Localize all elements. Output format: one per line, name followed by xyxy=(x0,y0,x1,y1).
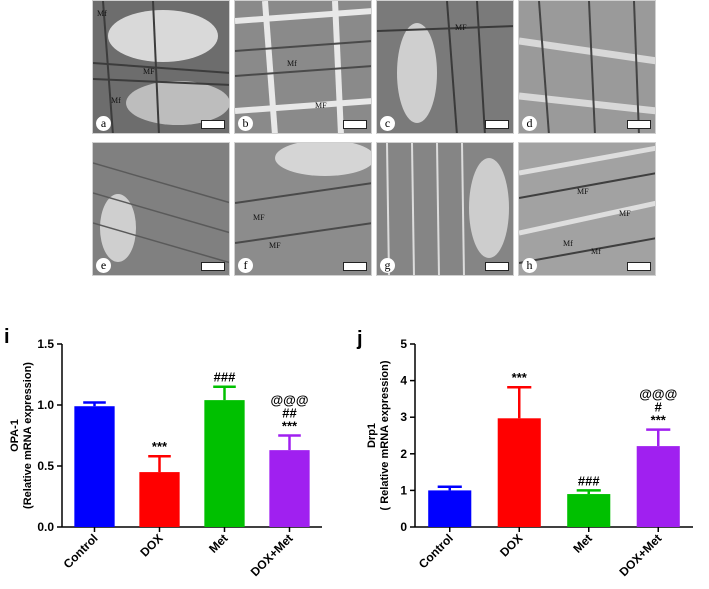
bar xyxy=(567,494,611,527)
scale-bar xyxy=(627,262,651,271)
y-tick-label: 5 xyxy=(400,337,407,351)
scale-bar xyxy=(485,262,509,271)
micrograph-d: d xyxy=(518,0,656,134)
significance-label: ### xyxy=(214,370,236,385)
significance-label: # xyxy=(655,400,663,415)
tile-label: MF xyxy=(619,209,631,218)
micrograph-grid: Mf MF Mf a Mf MF b MF c d xyxy=(92,0,706,277)
tile-label: MF xyxy=(143,67,155,76)
bar xyxy=(497,418,541,527)
significance-label: ### xyxy=(578,473,600,488)
x-tick-label: DOX xyxy=(137,531,165,559)
tile-letter: c xyxy=(380,116,395,131)
micrograph-h: MF MF Mf Mf h xyxy=(518,142,656,276)
tile-label: Mf xyxy=(287,59,297,68)
chart-i: 0.0 0.5 1.0 1.5 OPA-1 (Relative mRNA expressi… xyxy=(0,330,340,589)
significance-label: *** xyxy=(152,439,168,454)
chart-j: 0 1 2 3 4 5 Drp1( Relative mRNA expression) Con… xyxy=(355,330,709,589)
y-tick-label: 3 xyxy=(400,410,407,424)
y-tick-label: 0.5 xyxy=(37,459,54,473)
bar xyxy=(74,406,115,527)
panel-letter-j: j xyxy=(357,328,363,350)
y-tick-label: 4 xyxy=(400,374,407,388)
micrograph-f: MF MF f xyxy=(234,142,372,276)
tile-letter: a xyxy=(96,116,111,131)
bar xyxy=(269,450,310,527)
tile-label: Mf xyxy=(111,96,121,105)
y-tick-label: 1.5 xyxy=(37,337,54,351)
x-tick-label: DOX xyxy=(497,531,525,559)
y-axis-subtitle: ( Relative mRNA expression) xyxy=(379,360,391,510)
x-tick-label: Met xyxy=(570,531,595,556)
tile-label: MF xyxy=(455,23,467,32)
scale-bar xyxy=(627,120,651,129)
bar xyxy=(204,400,245,527)
tile-label: Mf xyxy=(563,239,573,248)
tile-label: MF xyxy=(577,187,589,196)
y-tick-label: 2 xyxy=(400,447,407,461)
x-tick-label: Control xyxy=(416,531,456,571)
y-tick-label: 0.0 xyxy=(37,520,54,534)
x-tick-label: Met xyxy=(206,531,231,556)
y-tick-label: 1.0 xyxy=(37,398,54,412)
significance-label: ## xyxy=(282,406,297,421)
micrograph-a: Mf MF Mf a xyxy=(92,0,230,134)
scale-bar xyxy=(343,120,367,129)
y-tick-label: 1 xyxy=(400,483,407,497)
tile-letter: f xyxy=(238,258,253,273)
y-axis-title: Drp1 xyxy=(366,423,378,448)
tile-label: MF xyxy=(253,213,265,222)
micrograph-g: g xyxy=(376,142,514,276)
tile-label: Mf xyxy=(591,247,601,256)
y-axis-subtitle: (Relative mRNA expression) xyxy=(22,362,34,509)
tile-label: MF xyxy=(269,241,281,250)
x-tick-label: DOX+Met xyxy=(617,531,665,579)
scale-bar xyxy=(343,262,367,271)
panel-letter-i: i xyxy=(4,326,10,348)
y-tick-label: 0 xyxy=(400,520,407,534)
scale-bar xyxy=(201,120,225,129)
scale-bar xyxy=(201,262,225,271)
micrograph-e: e xyxy=(92,142,230,276)
micrograph-b: Mf MF b xyxy=(234,0,372,134)
tile-letter: h xyxy=(522,258,537,273)
x-tick-label: DOX+Met xyxy=(248,531,296,579)
micrograph-c: MF c xyxy=(376,0,514,134)
significance-label: @@@ xyxy=(270,393,308,408)
chart-j-svg: 0 1 2 3 4 5 Drp1( Relative mRNA expression) Con… xyxy=(366,337,693,579)
bar xyxy=(428,490,472,527)
chart-i-svg: 0.0 0.5 1.0 1.5 OPA-1 (Relative mRNA expressi… xyxy=(9,337,322,579)
significance-label: *** xyxy=(282,419,298,434)
significance-label: @@@ xyxy=(639,387,677,402)
bar xyxy=(636,446,680,527)
tile-label: MF xyxy=(315,101,327,110)
x-tick-label: Control xyxy=(61,531,101,571)
bar xyxy=(139,472,180,527)
tile-letter: d xyxy=(522,116,537,131)
tile-letter: b xyxy=(238,116,253,131)
significance-label: *** xyxy=(512,370,528,385)
tile-letter: e xyxy=(96,258,111,273)
tile-letter: g xyxy=(380,258,395,273)
scale-bar xyxy=(485,120,509,129)
significance-label: *** xyxy=(651,413,667,428)
y-axis-title: OPA-1 xyxy=(9,419,21,452)
tile-label: Mf xyxy=(97,9,107,18)
